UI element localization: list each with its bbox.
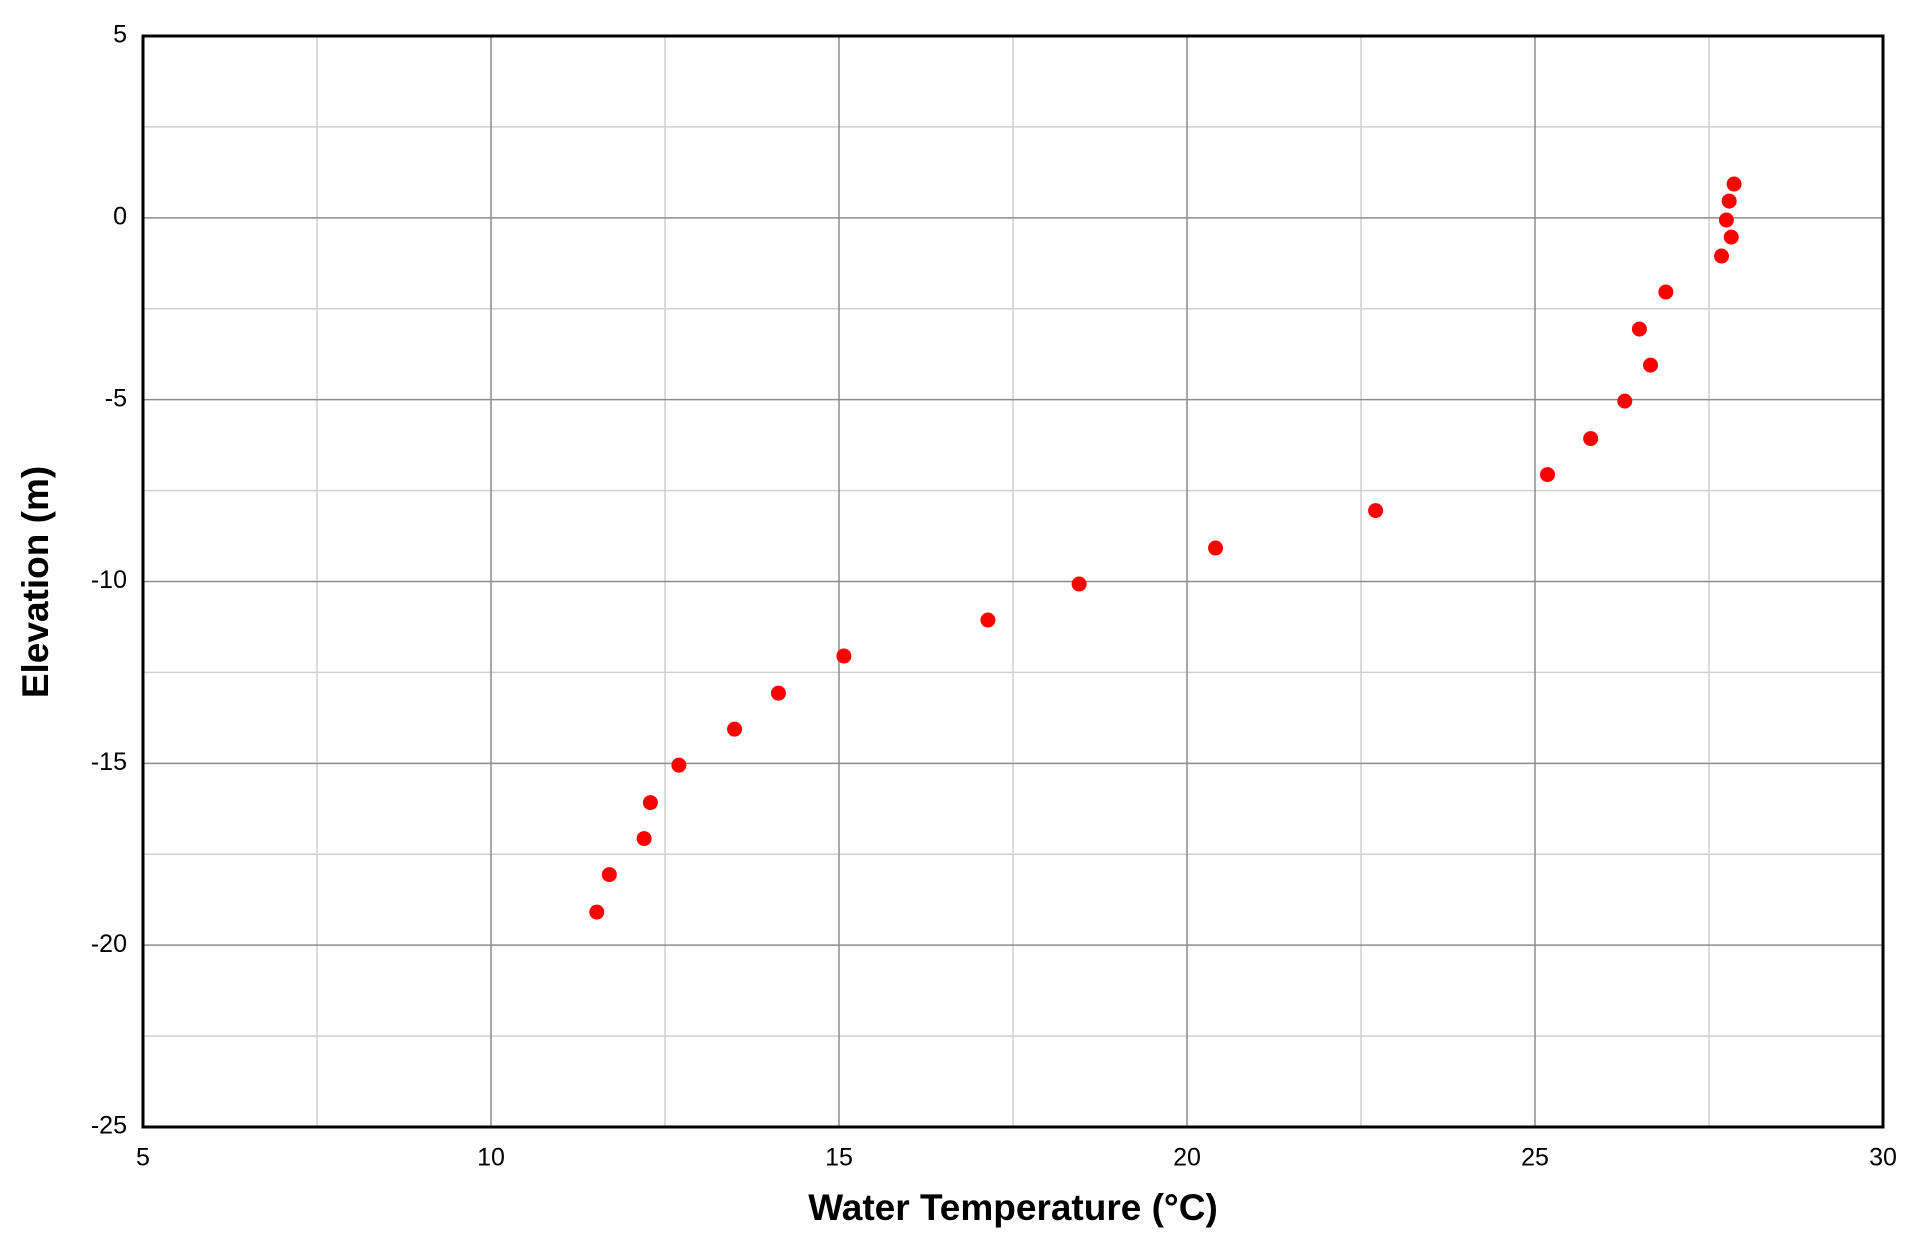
point <box>770 685 786 701</box>
y-tick-label: -25 <box>91 1112 127 1140</box>
point <box>1718 212 1734 228</box>
point <box>1208 540 1224 556</box>
x-tick-label: 20 <box>1173 1144 1201 1172</box>
point <box>1071 576 1087 592</box>
point <box>636 831 652 847</box>
point <box>642 795 658 811</box>
plot-frame <box>141 34 1885 1129</box>
point <box>1658 284 1674 300</box>
point <box>601 867 617 883</box>
x-tick-label: 30 <box>1869 1144 1897 1172</box>
y-tick-label: -15 <box>91 748 127 776</box>
point <box>1540 467 1556 483</box>
point <box>1643 357 1659 373</box>
point <box>980 612 996 628</box>
y-axis-label: Elevation (m) <box>15 466 56 698</box>
y-tick-label: -10 <box>91 566 127 594</box>
point <box>727 721 743 737</box>
point <box>1617 393 1633 409</box>
point <box>1631 321 1647 337</box>
point <box>836 648 852 664</box>
point <box>1583 431 1599 447</box>
point <box>671 757 687 773</box>
y-tick-label: 0 <box>113 202 127 230</box>
y-tick-label: -5 <box>105 384 127 412</box>
x-axis-label: Water Temperature (°C) <box>808 1187 1218 1228</box>
point <box>1714 248 1730 264</box>
x-tick-label: 5 <box>136 1144 150 1172</box>
point <box>1726 176 1742 192</box>
x-tick-label: 25 <box>1521 1144 1549 1172</box>
x-tick-label: 10 <box>477 1144 505 1172</box>
x-tick-label: 15 <box>825 1144 853 1172</box>
point <box>589 904 605 920</box>
y-tick-label: 5 <box>113 21 127 49</box>
y-tick-label: -20 <box>91 930 127 958</box>
point <box>1723 229 1739 245</box>
point <box>1368 503 1384 519</box>
point <box>1721 193 1737 209</box>
